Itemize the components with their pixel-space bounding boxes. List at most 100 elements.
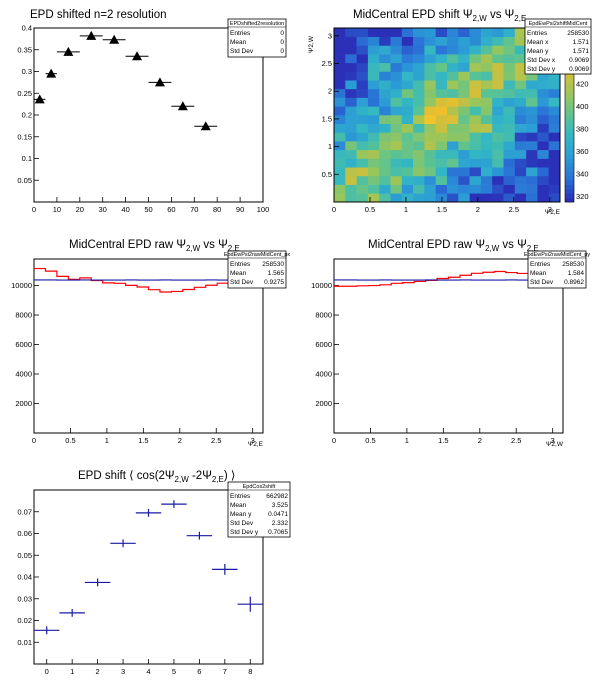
x-tick-label: 0.5	[365, 205, 375, 214]
heatmap-cell	[390, 141, 403, 151]
x-tick-label: 2	[478, 436, 482, 445]
heatmap-cell	[526, 97, 538, 107]
heatmap-cell	[345, 88, 357, 98]
heatmap-cell	[379, 175, 391, 185]
heatmap-cell	[356, 62, 369, 72]
heatmap-cell	[401, 115, 414, 124]
heatmap-cell	[492, 62, 504, 72]
heatmap-cell	[514, 54, 527, 64]
heatmap-cell	[345, 175, 357, 185]
heatmap-cell	[390, 36, 403, 46]
heatmap-cell	[424, 45, 436, 55]
heatmap-cell	[514, 184, 527, 194]
heatmap-cell	[379, 88, 391, 98]
heatmap-cell	[356, 45, 369, 55]
palette-band	[565, 141, 574, 146]
palette-tick-label: 380	[576, 125, 589, 134]
heatmap-cell	[379, 45, 391, 55]
heatmap-cell	[537, 175, 549, 185]
x-tick-label: 0.5	[365, 436, 375, 445]
panel-raw-px: MidCentral EPD raw Ψ2,W vs Ψ2,E 0 0.5 1 1.5…	[11, 239, 290, 448]
heatmap-cell	[503, 167, 516, 177]
heatmap-cell	[345, 80, 357, 90]
x-axis-label: Ψ2,E	[545, 209, 561, 216]
x-tick-label: 1.5	[438, 436, 448, 445]
heatmap-cell	[458, 71, 470, 81]
heatmap-cell	[367, 88, 380, 98]
heatmap-cell	[367, 71, 380, 81]
heatmap-cell	[390, 106, 403, 116]
heatmap-cell	[334, 115, 346, 124]
heatmap-cell	[503, 149, 516, 159]
stats-label: Entries	[230, 493, 251, 500]
heatmap-cell	[401, 149, 414, 159]
heatmap-cell	[345, 115, 357, 124]
heatmap-cell	[526, 80, 538, 90]
panel-cos-shift: EPD shift ⟨ cos(2Ψ2,W -2Ψ2,E) ⟩ 0 1 2 3 4 5 6 7…	[17, 469, 291, 676]
palette-band	[565, 97, 574, 103]
heatmap-cell	[379, 132, 391, 142]
stats-label: Mean	[230, 270, 247, 277]
heatmap-cell	[492, 54, 504, 64]
x-tick-label: 0	[45, 667, 49, 676]
heatmap-cell	[401, 54, 414, 64]
heatmap-cell	[345, 167, 357, 177]
heatmap-cell	[367, 106, 380, 116]
stats-box: EpdEwPsi2rawMidCent_py Entries 258530 Me…	[524, 250, 590, 289]
heatmap-cell	[480, 62, 493, 72]
heatmap-cell	[514, 88, 527, 98]
heatmap-cell	[480, 149, 493, 159]
heatmap-cell	[526, 158, 538, 168]
heatmap-cell	[447, 54, 459, 64]
heatmap-cell	[514, 141, 527, 151]
palette-band	[565, 162, 574, 168]
palette-tick-label: 320	[576, 192, 589, 201]
heatmap-cell	[413, 193, 425, 203]
heatmap-cell	[424, 88, 436, 98]
heatmap-cell	[469, 54, 482, 64]
stats-label: Mean	[230, 39, 247, 46]
heatmap-cell	[526, 141, 538, 151]
heatmap-cell	[424, 28, 436, 37]
heatmap-cell	[379, 80, 391, 90]
heatmap-cell	[356, 141, 369, 151]
heatmap-cell	[503, 54, 516, 64]
stats-value: 258530	[262, 261, 284, 268]
heatmap-cell	[379, 158, 391, 168]
heatmap-cell	[514, 167, 527, 177]
stats-value: 0	[280, 39, 284, 46]
heatmap-cell	[537, 167, 549, 177]
heatmap-cell	[345, 141, 357, 151]
heatmap-cell	[537, 115, 549, 124]
heatmap-cell	[503, 184, 516, 194]
x-axis-label: Ψ2,E	[248, 441, 264, 448]
heatmap-cell	[379, 141, 391, 151]
x-tick-label: 0.5	[65, 436, 75, 445]
heatmap-cell	[458, 123, 470, 133]
heatmap-cell	[514, 97, 527, 107]
y-tick-label: 1	[328, 142, 332, 151]
heatmap-cell	[514, 149, 527, 159]
x-tick-label: 40	[121, 205, 129, 214]
heatmap-cell	[480, 106, 493, 116]
y-tick-label: 0.1	[22, 154, 32, 163]
heatmap-cell	[401, 45, 414, 55]
heatmap-cell	[480, 193, 493, 203]
heatmap-cell	[424, 71, 436, 81]
y-tick-label: 0.4	[22, 24, 32, 33]
palette-band	[565, 110, 574, 116]
heatmap-cell	[401, 175, 414, 185]
heatmap-cell	[469, 149, 482, 159]
heatmap-cell	[548, 132, 561, 142]
heatmap-cell	[424, 184, 436, 194]
heatmap-cell	[492, 158, 504, 168]
palette-band	[565, 158, 574, 164]
heatmap-cell	[379, 36, 391, 46]
x-tick-label: 7	[223, 667, 227, 676]
stats-label: Entries	[530, 261, 551, 268]
heatmap-cell	[367, 28, 380, 37]
heatmap-cell	[526, 175, 538, 185]
heatmap-cell	[458, 28, 470, 37]
heatmap-cell	[469, 141, 482, 151]
